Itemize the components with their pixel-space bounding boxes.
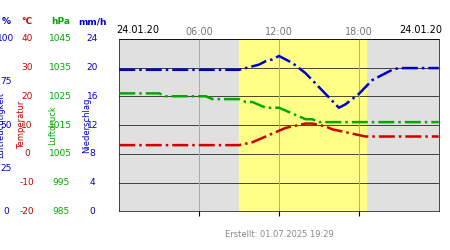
Text: Niederschlag: Niederschlag (82, 97, 91, 153)
Text: 100: 100 (0, 34, 14, 43)
Text: -20: -20 (20, 207, 34, 216)
Text: 50: 50 (0, 120, 12, 130)
Text: 24.01.20: 24.01.20 (399, 25, 442, 35)
Text: %: % (1, 17, 10, 26)
Text: °C: °C (22, 17, 32, 26)
Text: 1025: 1025 (50, 92, 72, 101)
Text: mm/h: mm/h (78, 17, 107, 26)
Bar (239, 39, 365, 211)
Text: Temperatur: Temperatur (17, 101, 26, 149)
Text: 75: 75 (0, 78, 12, 86)
Text: -10: -10 (20, 178, 34, 187)
Text: 4: 4 (90, 178, 95, 187)
Text: 8: 8 (90, 149, 95, 158)
Text: 24.01.20: 24.01.20 (116, 25, 159, 35)
Text: Erstellt: 01.07.2025 19:29: Erstellt: 01.07.2025 19:29 (225, 230, 333, 239)
Text: 16: 16 (86, 92, 98, 101)
Text: Luftfeuchtigkeit: Luftfeuchtigkeit (0, 92, 5, 158)
Text: 20: 20 (86, 63, 98, 72)
Text: 30: 30 (21, 63, 33, 72)
Text: 0: 0 (3, 207, 9, 216)
Text: 12: 12 (86, 120, 98, 130)
Text: 20: 20 (21, 92, 33, 101)
Text: 40: 40 (21, 34, 33, 43)
Text: 1035: 1035 (49, 63, 72, 72)
Text: 1045: 1045 (50, 34, 72, 43)
Text: 25: 25 (0, 164, 12, 172)
Text: 1015: 1015 (49, 120, 72, 130)
Text: 0: 0 (24, 149, 30, 158)
Text: hPa: hPa (51, 17, 70, 26)
Text: Luftdruck: Luftdruck (48, 105, 57, 145)
Text: 0: 0 (90, 207, 95, 216)
Text: 1005: 1005 (49, 149, 72, 158)
Text: 995: 995 (52, 178, 69, 187)
Text: 10: 10 (21, 120, 33, 130)
Text: 24: 24 (86, 34, 98, 43)
Text: 985: 985 (52, 207, 69, 216)
